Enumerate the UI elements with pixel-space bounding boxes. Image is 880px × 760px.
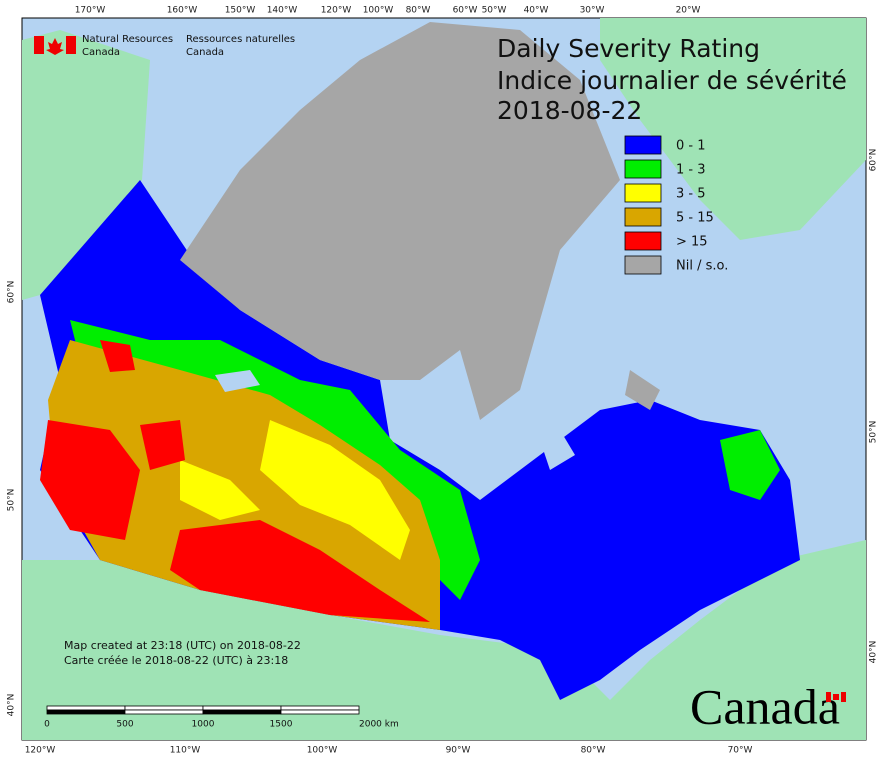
longitude-label: 140°W: [267, 6, 298, 16]
scale-label: 500: [116, 720, 133, 730]
scale-segment: [280, 709, 360, 715]
longitude-label: 90°W: [446, 746, 471, 756]
longitude-label: 120°W: [321, 6, 352, 16]
region-extreme: [100, 340, 135, 372]
dept-fr: Ressources naturelles: [186, 34, 295, 45]
title: Daily Severity Rating: [497, 34, 760, 63]
title: Indice journalier de sévérité: [497, 66, 847, 95]
dept-en: Natural Resources: [82, 34, 173, 45]
note: Carte créée le 2018-08-22 (UTC) à 23:18: [64, 654, 288, 667]
map-frame: [21, 17, 867, 741]
scale-label: 1000: [192, 720, 215, 730]
latitude-label: 60°N: [7, 281, 17, 304]
flag-bar: [66, 36, 76, 54]
wordmark-flag: [826, 692, 831, 702]
latitude-label: 40°N: [869, 641, 879, 664]
latitude-label: 60°N: [869, 149, 879, 172]
legend-swatch: [624, 255, 662, 275]
longitude-label: 80°W: [406, 6, 431, 16]
longitude-label: 80°W: [581, 746, 606, 756]
region-extreme: [140, 420, 185, 470]
scale-segment: [46, 709, 126, 715]
hudson-bay: [540, 430, 575, 470]
legend-label: 5 - 15: [676, 211, 714, 226]
longitude-label: 160°W: [167, 6, 198, 16]
longitude-label: 60°W: [453, 6, 478, 16]
scale-label: 2000 km: [359, 720, 399, 730]
region-nil: [180, 22, 620, 420]
flag-bar: [34, 36, 44, 54]
longitude-label: 120°W: [25, 746, 56, 756]
scale-segment: [124, 709, 204, 715]
lake: [215, 370, 260, 392]
region-moderate: [720, 430, 780, 500]
maple-leaf: [46, 38, 64, 55]
latitude-label: 40°N: [7, 694, 17, 717]
region-nil: [625, 370, 660, 410]
legend-swatch: [624, 159, 662, 179]
region-extreme: [40, 420, 140, 540]
dept-fr: Canada: [186, 47, 224, 58]
dept-en: Canada: [82, 47, 120, 58]
longitude-label: 20°W: [676, 6, 701, 16]
legend-label: > 15: [676, 235, 708, 250]
region-high: [180, 460, 260, 520]
scale-label: 1500: [270, 720, 293, 730]
wordmark-flag: [841, 692, 846, 702]
longitude-label: 70°W: [728, 746, 753, 756]
scale-segment: [202, 709, 282, 715]
longitude-label: 150°W: [225, 6, 256, 16]
legend-label: 0 - 1: [676, 139, 706, 154]
longitude-label: 110°W: [170, 746, 201, 756]
scale-segment: [280, 705, 360, 711]
note: Map created at 23:18 (UTC) on 2018-08-22: [64, 639, 301, 652]
region-high: [260, 420, 410, 560]
united-states: [22, 540, 866, 740]
longitude-label: 30°W: [580, 6, 605, 16]
longitude-label: 100°W: [363, 6, 394, 16]
longitude-label: 50°W: [482, 6, 507, 16]
longitude-label: 40°W: [524, 6, 549, 16]
title-date: 2018-08-22: [497, 96, 642, 125]
latitude-label: 50°N: [869, 421, 879, 444]
region-extreme: [170, 520, 430, 622]
legend-label: Nil / s.o.: [676, 259, 728, 274]
legend-swatch: [624, 183, 662, 203]
canada-wordmark: Canada: [690, 678, 840, 734]
scale-segment: [124, 705, 204, 711]
scale-segment: [202, 705, 282, 711]
scale-label: 0: [44, 720, 50, 730]
longitude-label: 100°W: [307, 746, 338, 756]
legend-swatch: [624, 231, 662, 251]
overlay: Natural Resources Canada Ressources natu…: [7, 6, 879, 756]
greenland: [600, 18, 866, 240]
longitude-label: 170°W: [75, 6, 106, 16]
legend-label: 3 - 5: [676, 187, 706, 202]
legend-swatch: [624, 207, 662, 227]
alaska: [22, 30, 150, 300]
region-very-high: [48, 340, 440, 630]
scale-segment: [46, 705, 126, 711]
legend-label: 1 - 3: [676, 163, 706, 178]
latitude-label: 50°N: [7, 489, 17, 512]
wordmark-flag: [833, 694, 839, 700]
legend-swatch: [624, 135, 662, 155]
